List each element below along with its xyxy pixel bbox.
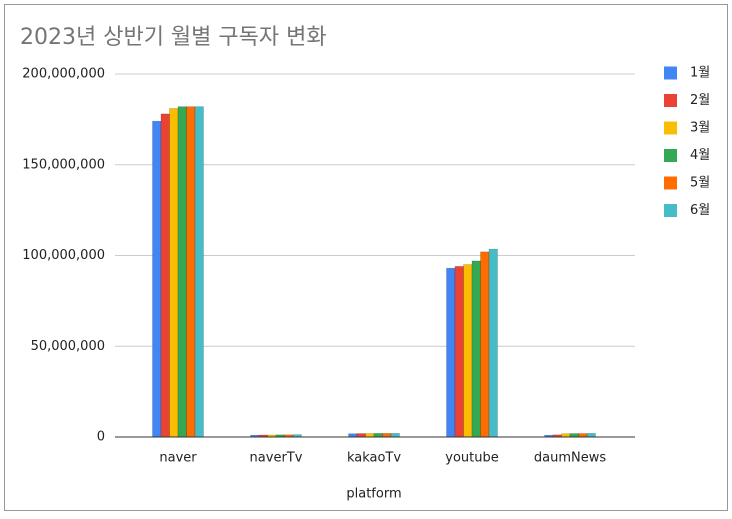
y-tick-label: 100,000,000 xyxy=(22,248,105,263)
bar xyxy=(194,106,204,438)
bar xyxy=(471,260,481,438)
bar xyxy=(488,248,498,438)
y-tick-label: 0 xyxy=(97,430,105,445)
bar xyxy=(480,251,490,438)
bar xyxy=(569,433,579,438)
legend-swatch xyxy=(664,94,677,107)
y-tick-label: 150,000,000 xyxy=(22,157,105,172)
legend-label: 1월 xyxy=(690,66,710,81)
bar xyxy=(390,433,400,438)
chart-frame xyxy=(4,4,728,511)
bar xyxy=(578,433,588,438)
bar xyxy=(382,433,392,438)
bar xyxy=(373,433,383,438)
bar xyxy=(152,120,162,438)
bar xyxy=(356,433,366,438)
legend-label: 2월 xyxy=(690,93,710,108)
chart-title: 2023년 상반기 월별 구독자 변화 xyxy=(20,25,327,50)
legend-label: 4월 xyxy=(690,148,710,163)
legend-label: 3월 xyxy=(690,121,710,136)
bar xyxy=(463,264,473,438)
x-tick-label: youtube xyxy=(445,451,498,466)
x-tick-label: daumNews xyxy=(534,451,606,466)
legend-swatch xyxy=(664,149,677,162)
bar xyxy=(586,433,596,438)
legend-label: 5월 xyxy=(690,176,710,191)
legend-swatch xyxy=(664,204,677,217)
bar xyxy=(365,433,375,438)
y-tick-label: 200,000,000 xyxy=(22,67,105,82)
legend-swatch xyxy=(664,66,677,80)
x-tick-label: naver xyxy=(159,451,197,466)
x-tick-label: kakaoTv xyxy=(347,451,401,466)
y-tick-label: 50,000,000 xyxy=(31,339,105,354)
bar xyxy=(160,113,170,438)
bar xyxy=(186,106,196,438)
legend-swatch xyxy=(664,121,677,135)
x-axis-label: platform xyxy=(346,487,401,502)
bar xyxy=(446,267,456,438)
bar xyxy=(169,108,179,438)
x-tick-label: naverTv xyxy=(250,451,303,466)
bar xyxy=(177,106,187,438)
legend-swatch xyxy=(664,176,677,190)
legend-label: 6월 xyxy=(690,203,710,218)
bar xyxy=(454,266,464,438)
